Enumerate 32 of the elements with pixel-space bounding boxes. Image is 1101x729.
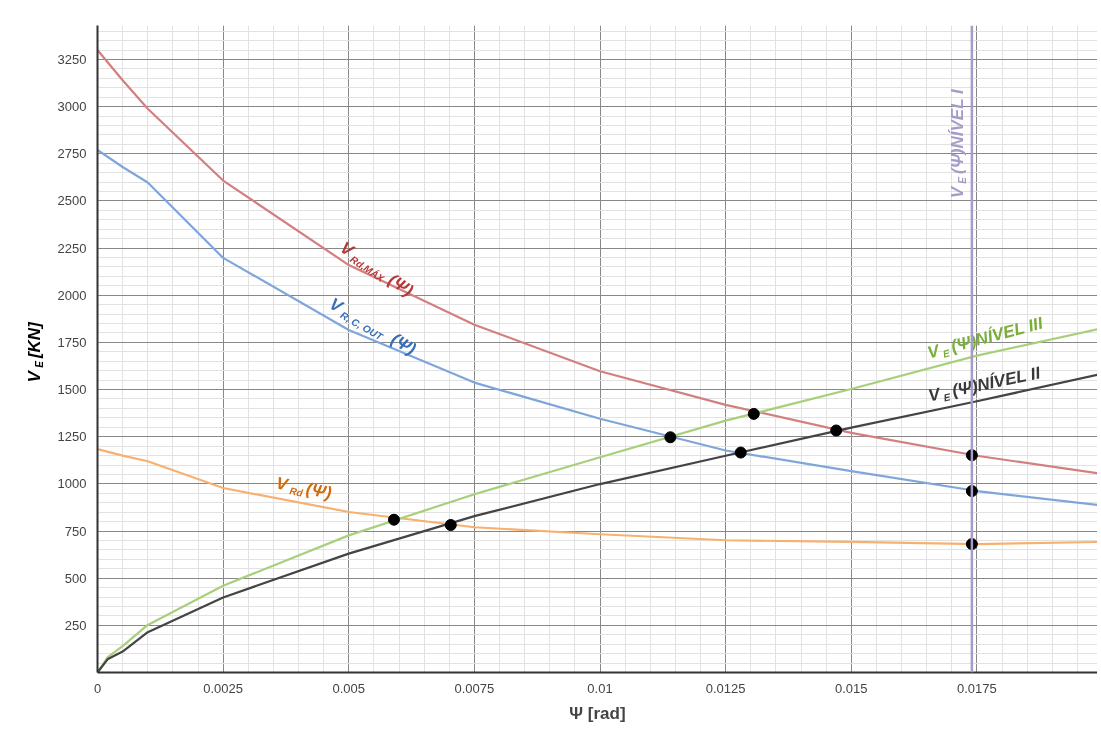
x-tick-label: 0.0125 xyxy=(705,680,746,696)
x-tick-label: 0.015 xyxy=(835,680,868,696)
y-tick-label: 3250 xyxy=(57,51,87,67)
y-tick-label: 500 xyxy=(64,570,87,586)
y-tick-label: 3000 xyxy=(57,99,87,115)
point xyxy=(444,519,457,531)
point xyxy=(387,513,400,526)
x-tick-label: 0.005 xyxy=(332,680,366,696)
x-axis-title: Ψ [rad] xyxy=(569,703,626,723)
y-tick-label: 1250 xyxy=(57,429,87,445)
y-axis-title: VE [KN] xyxy=(24,320,45,383)
y-tick-label: 750 xyxy=(64,523,87,539)
ref-line-label: VE(Ψ)NÍVEL I xyxy=(948,88,969,199)
point xyxy=(747,407,760,420)
point xyxy=(734,446,747,459)
point xyxy=(830,424,843,437)
x-tick-label: 0 xyxy=(93,680,102,696)
annotation: VRd (Ψ) xyxy=(274,473,334,503)
x-tick-label: 0.0025 xyxy=(203,680,244,696)
y-tick-label: 2000 xyxy=(57,287,87,303)
x-tick-label: 0.01 xyxy=(587,680,613,696)
y-tick-label: 1000 xyxy=(57,476,87,492)
y-tick-label: 1750 xyxy=(57,334,87,350)
y-tick-label: 1500 xyxy=(57,382,87,398)
x-tick-label: 0.0175 xyxy=(957,680,997,696)
line-series xyxy=(97,48,1097,475)
x-tick-label: 0.0075 xyxy=(454,680,495,696)
y-tick-label: 2500 xyxy=(57,193,87,209)
y-tick-label: 250 xyxy=(64,617,87,633)
point xyxy=(664,431,677,444)
y-tick-label: 2250 xyxy=(57,240,87,256)
y-tick-label: 2750 xyxy=(57,146,87,162)
